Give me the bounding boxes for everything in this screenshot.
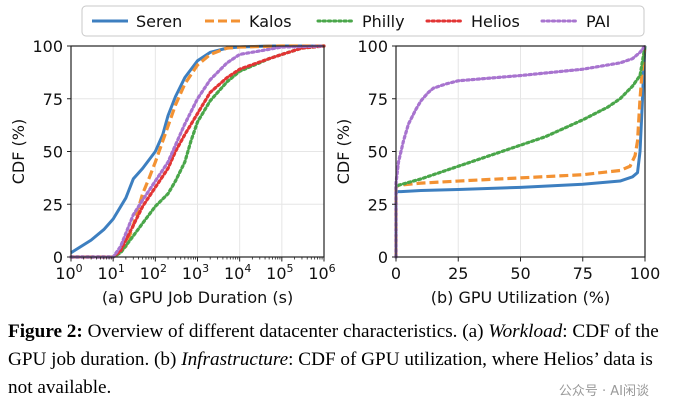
- caption-label: Figure 2:: [8, 321, 83, 342]
- caption-text-2: : CDF of the GPU job duration. (b): [8, 321, 659, 370]
- x-tick-label: 50: [510, 264, 530, 283]
- y-tick-label: 25: [43, 195, 63, 214]
- x-tick-label: 25: [448, 264, 468, 283]
- panel-caption: (a) GPU Job Duration (s): [102, 288, 293, 307]
- caption-text-1: Overview of different datacenter charact…: [82, 321, 489, 342]
- y-tick-label: 75: [43, 90, 63, 109]
- panel-utilization: 0 25 50 75 100 0 25 50 75 100 CDF (%) (b) GPU Utili…: [334, 37, 660, 307]
- y-tick-label: 50: [368, 143, 388, 162]
- legend-label-seren: Seren: [136, 12, 182, 31]
- legend-entry-helios: Helios: [425, 12, 520, 31]
- y-tick-label: 0: [53, 248, 63, 267]
- series-line-philly: [394, 44, 647, 259]
- legend-entry-seren: Seren: [92, 12, 182, 31]
- x-tick-label: 105: [266, 262, 293, 283]
- caption-term-workload: Workload: [488, 321, 563, 342]
- y-tick-label: 100: [32, 37, 63, 56]
- legend-label-helios: Helios: [471, 12, 520, 31]
- x-tick-label: 101: [97, 262, 124, 283]
- panel-caption: (b) GPU Utilization (%): [431, 288, 611, 307]
- y-tick-label: 25: [368, 195, 388, 214]
- x-tick-label: 103: [182, 262, 209, 283]
- legend-label-philly: Philly: [362, 12, 405, 31]
- series-line-pai: [69, 44, 326, 259]
- caption-text-3: : CDF of GPU utilization, where Helios’ …: [8, 349, 653, 398]
- series-line-helios: [69, 44, 326, 259]
- series-line-kalos: [394, 45, 647, 257]
- series-line-pai: [394, 44, 647, 259]
- x-tick-label: 106: [308, 262, 335, 283]
- legend-label-kalos: Kalos: [249, 12, 292, 31]
- legend: Seren Kalos Philly Helios PAI: [81, 5, 645, 37]
- legend-entry-kalos: Kalos: [205, 12, 292, 31]
- y-tick-label: 50: [43, 143, 63, 162]
- y-axis-label: CDF (%): [9, 119, 28, 184]
- y-tick-label: 0: [378, 248, 388, 267]
- watermark: 公众号 · AI闲谈: [558, 384, 649, 399]
- x-tick-label: 100: [630, 264, 661, 283]
- y-tick-label: 100: [357, 37, 388, 56]
- caption-term-infrastructure: Infrastructure: [181, 349, 289, 370]
- legend-entry-philly: Philly: [316, 12, 405, 31]
- legend-entry-pai: PAI: [540, 12, 610, 31]
- x-tick-label: 75: [573, 264, 593, 283]
- legend-frame: [81, 5, 645, 37]
- y-tick-label: 75: [368, 90, 388, 109]
- x-tick-label: 102: [140, 262, 167, 283]
- figure-caption: Figure 2: Overview of different datacent…: [8, 318, 668, 402]
- y-axis-label: CDF (%): [334, 119, 353, 184]
- legend-label-pai: PAI: [586, 12, 610, 31]
- series-line-seren: [394, 45, 647, 257]
- x-tick-label: 100: [55, 262, 82, 283]
- x-tick-label: 0: [391, 264, 401, 283]
- x-tick-label: 104: [224, 262, 251, 283]
- panel-duration: 0 25 50 75 100 100 101 102 103 104 105 106 CDF (%) (a…: [9, 37, 336, 307]
